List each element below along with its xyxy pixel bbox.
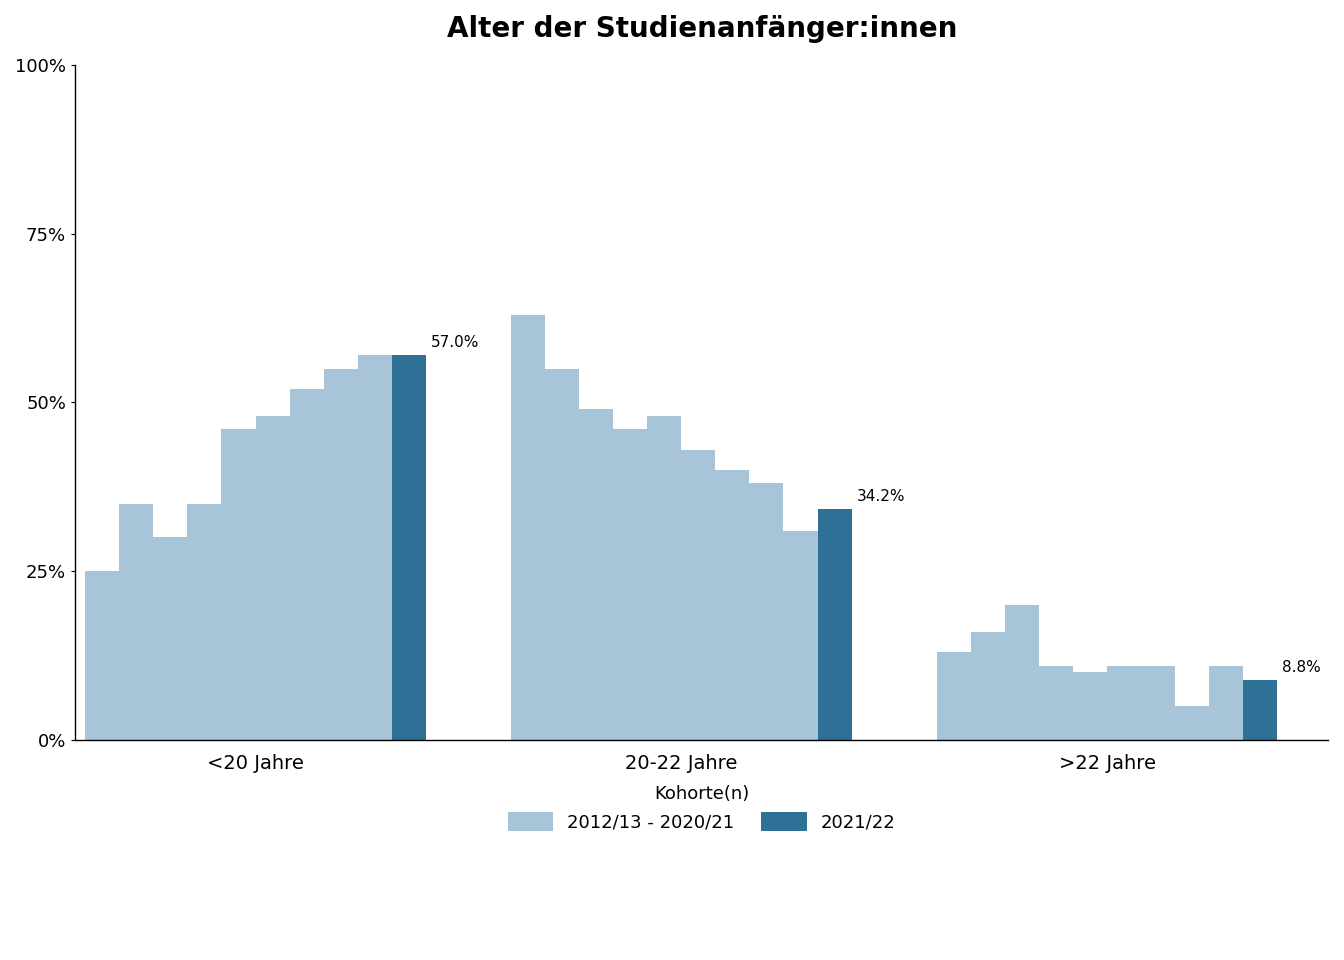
Bar xyxy=(85,571,120,740)
Title: Alter der Studienanfänger:innen: Alter der Studienanfänger:innen xyxy=(446,15,957,43)
Bar xyxy=(1073,672,1107,740)
Bar xyxy=(222,429,255,740)
Bar xyxy=(937,652,970,740)
Bar xyxy=(1039,665,1073,740)
Bar xyxy=(784,531,817,740)
Bar xyxy=(546,369,579,740)
Bar xyxy=(358,355,392,740)
Bar xyxy=(289,389,324,740)
Bar xyxy=(511,315,546,740)
Bar xyxy=(153,538,187,740)
Text: 34.2%: 34.2% xyxy=(856,489,906,503)
Legend: 2012/13 - 2020/21, 2021/22: 2012/13 - 2020/21, 2021/22 xyxy=(500,778,903,839)
Bar xyxy=(324,369,358,740)
Bar xyxy=(187,503,222,740)
Bar xyxy=(1175,706,1210,740)
Bar xyxy=(970,632,1005,740)
Bar xyxy=(681,449,715,740)
Bar xyxy=(1210,665,1243,740)
Bar xyxy=(255,416,289,740)
Bar xyxy=(817,509,852,740)
Bar xyxy=(1005,605,1039,740)
Bar xyxy=(1107,665,1141,740)
Bar xyxy=(579,409,613,740)
Bar xyxy=(1243,681,1277,740)
Text: 57.0%: 57.0% xyxy=(431,335,480,349)
Bar xyxy=(715,469,750,740)
Bar xyxy=(392,355,426,740)
Bar xyxy=(1141,665,1175,740)
Text: 8.8%: 8.8% xyxy=(1282,660,1321,675)
Bar xyxy=(120,503,153,740)
Bar xyxy=(613,429,648,740)
Bar xyxy=(750,483,784,740)
Bar xyxy=(648,416,681,740)
